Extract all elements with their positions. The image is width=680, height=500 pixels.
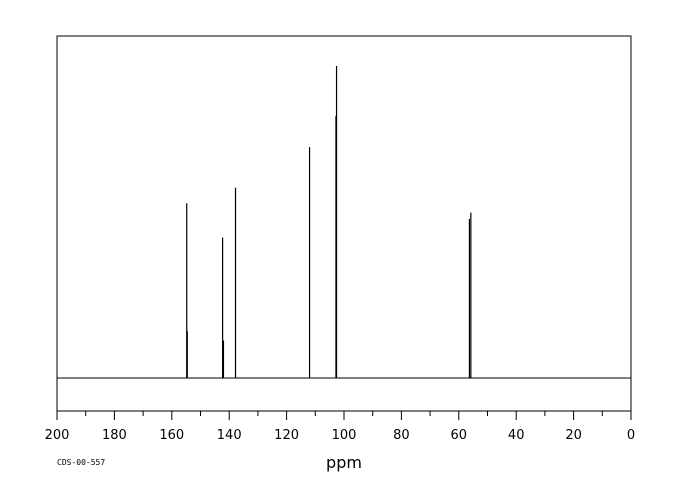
- x-axis-tick-label: 180: [102, 428, 127, 443]
- spectrum-peaks: [186, 66, 472, 378]
- x-axis-tick-label: 0: [627, 428, 635, 443]
- x-axis-tick-label: 160: [159, 428, 184, 443]
- x-axis-tick-label: 200: [45, 428, 70, 443]
- plot-frame: [56, 35, 632, 412]
- footer-code-label: CDS-00-557: [57, 458, 105, 467]
- x-axis-ticks: [56, 411, 632, 420]
- x-axis-tick-label: 140: [217, 428, 242, 443]
- x-axis-tick-label: 80: [393, 428, 410, 443]
- x-axis-tick-label: 20: [565, 428, 582, 443]
- x-axis-tick-labels: 200 180 160 140 120 100 80 60 40 20 0: [45, 428, 636, 443]
- x-axis-tick-label: 120: [274, 428, 299, 443]
- x-axis-title: ppm: [326, 453, 362, 472]
- x-axis-tick-label: 40: [508, 428, 525, 443]
- x-axis-tick-label: 60: [451, 428, 468, 443]
- x-axis-tick-label: 100: [332, 428, 357, 443]
